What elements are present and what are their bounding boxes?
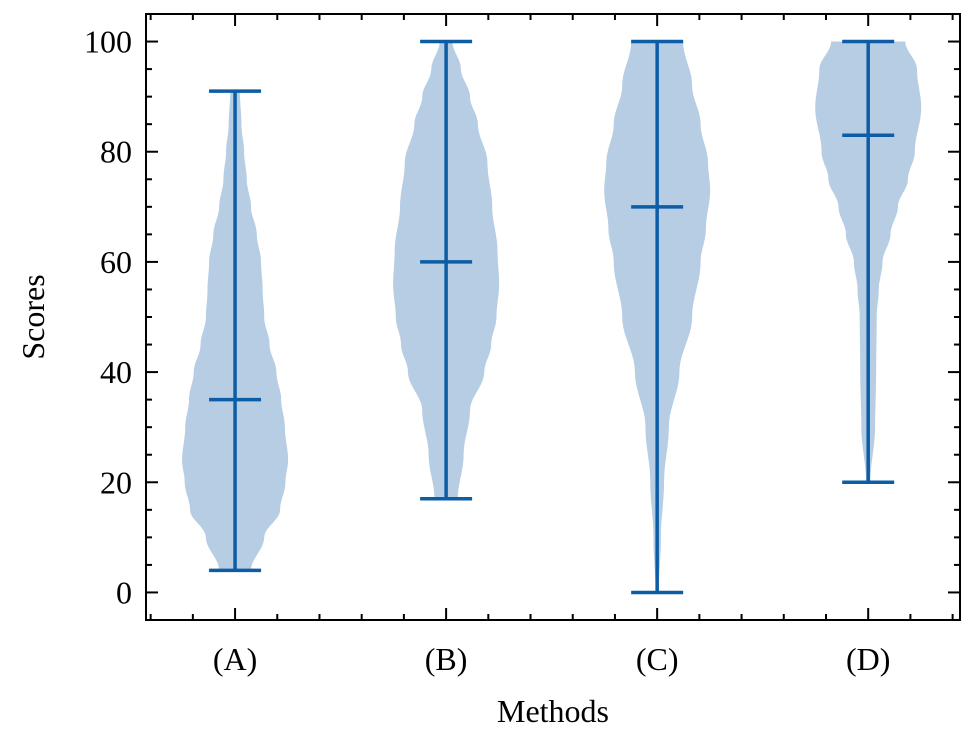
axis-ticks (146, 13, 960, 621)
y-axis-label: Scores (15, 274, 51, 359)
y-tick-label: 40 (100, 354, 132, 390)
x-tick-label: (A) (213, 641, 257, 677)
violin-stat-lines (209, 39, 895, 595)
y-tick-label: 80 (100, 134, 132, 170)
y-tick-label: 100 (84, 24, 132, 60)
x-axis-label: Methods (497, 693, 609, 729)
violins (182, 41, 922, 593)
x-tick-label: (D) (846, 641, 890, 677)
x-tick-label: (B) (425, 641, 468, 677)
x-tick-labels: (A) (B) (C) (D) (213, 641, 891, 677)
y-tick-label: 0 (116, 574, 132, 610)
x-tick-label: (C) (636, 641, 679, 677)
y-tick-label: 60 (100, 244, 132, 280)
y-tick-label: 20 (100, 464, 132, 500)
y-tick-labels: 0 20 40 60 80 100 (84, 24, 132, 611)
